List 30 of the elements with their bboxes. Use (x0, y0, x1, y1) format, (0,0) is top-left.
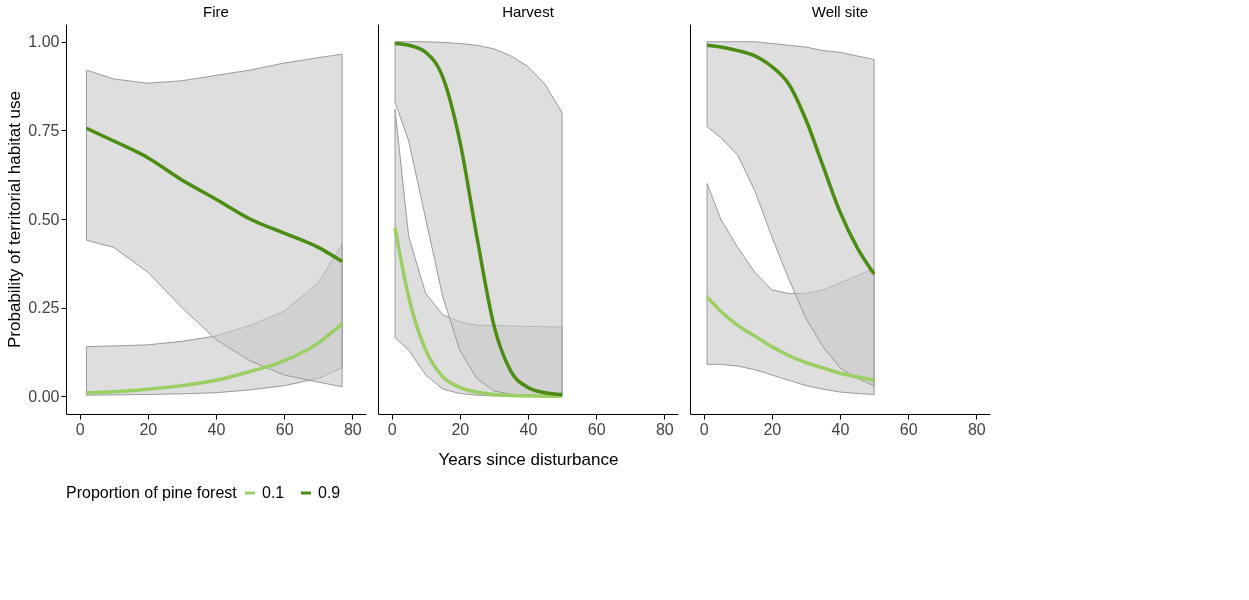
y-tick-label: 0.25 (28, 299, 60, 317)
line-series (84, 126, 344, 264)
legend-label: 0.9 (318, 484, 341, 501)
x-tick-label: 80 (343, 420, 362, 438)
x-tick-label: 80 (655, 420, 674, 438)
line-series (84, 321, 344, 395)
x-tick-label: 0 (75, 420, 85, 438)
y-axis-title: Probability of territorial habitat use (5, 90, 25, 349)
x-tick-label: 0 (699, 420, 709, 438)
x-tick-label: 40 (519, 420, 538, 438)
chart-title: Harvest (502, 3, 555, 20)
legend-label: 0.1 (262, 484, 285, 501)
legend-title: Proportion of pine forest (66, 484, 238, 501)
x-tick-label: 40 (831, 420, 850, 438)
y-tick-label: 0.00 (28, 387, 60, 405)
y-tick-label: 0.75 (28, 121, 60, 139)
x-tick-label: 20 (139, 420, 158, 438)
y-tick-label: 0.50 (28, 210, 60, 228)
x-tick-label: 20 (451, 420, 470, 438)
x-tick-label: 60 (899, 420, 918, 438)
x-tick-label: 60 (587, 420, 606, 438)
y-tick-label: 1.00 (28, 33, 60, 51)
chart-title: Fire (203, 3, 229, 20)
chart-title: Well site (811, 3, 869, 20)
x-tick-label: 20 (763, 420, 782, 438)
x-tick-label: 40 (207, 420, 226, 438)
x-tick-label: 0 (387, 420, 397, 438)
x-tick-label: 80 (967, 420, 986, 438)
x-axis-title: Years since disturbance (438, 449, 619, 469)
x-tick-label: 60 (275, 420, 294, 438)
